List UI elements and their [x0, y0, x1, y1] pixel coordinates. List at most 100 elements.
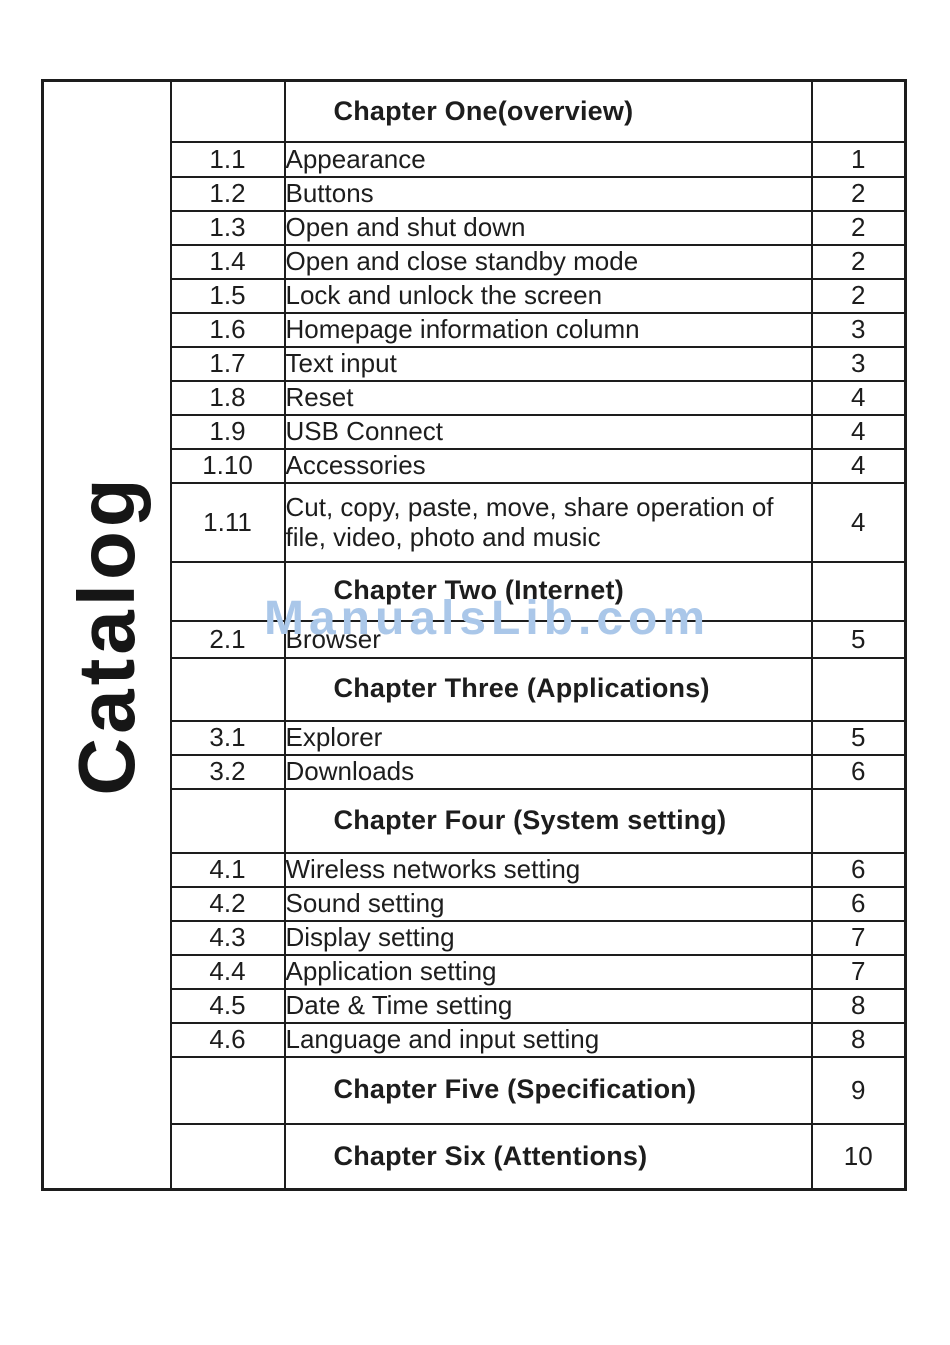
title-cell: Application setting	[283, 953, 813, 990]
title-cell: Buttons	[283, 175, 813, 212]
title-cell: USB Connect	[283, 413, 813, 450]
page-number-cell: 9	[810, 1055, 907, 1125]
title-cell: Explorer	[283, 719, 813, 756]
catalog-sidebar-cell: Catalog	[41, 79, 172, 1191]
title-cell: Date & Time setting	[283, 987, 813, 1024]
page-number-cell: 1	[810, 140, 907, 178]
page-number-cell: 7	[810, 919, 907, 956]
page-number-cell: 4	[810, 447, 907, 484]
chapter-title-cell: Chapter Two (Internet)	[283, 560, 813, 622]
page-number-cell: 4	[810, 379, 907, 416]
section-number-cell: 3.1	[169, 719, 286, 756]
toc-row: 1.7 Text input 3	[43, 345, 907, 382]
section-number-cell: 1.9	[169, 413, 286, 450]
section-number-cell	[169, 1122, 286, 1191]
toc-row: 2.1 Browser 5	[43, 619, 907, 659]
chapter-title-cell: Chapter Four (System setting)	[283, 787, 813, 854]
toc-row: 1.10 Accessories 4	[43, 447, 907, 484]
title-cell: Browser	[283, 619, 813, 659]
toc-row: 1.4 Open and close standby mode 2	[43, 243, 907, 280]
chapter-title-cell: Chapter Three (Applications)	[283, 656, 813, 722]
section-number-cell: 1.10	[169, 447, 286, 484]
page-number-cell: 6	[810, 851, 907, 888]
page-number-cell: 10	[810, 1122, 907, 1191]
toc-row: 1.2 Buttons 2	[43, 175, 907, 212]
toc-row: 4.4 Application setting 7	[43, 953, 907, 990]
title-cell: Downloads	[283, 753, 813, 790]
toc-row: 4.6 Language and input setting 8	[43, 1021, 907, 1058]
section-number-cell: 1.5	[169, 277, 286, 314]
title-cell: Appearance	[283, 140, 813, 178]
toc-chapter-row-four: Chapter Four (System setting)	[43, 787, 907, 854]
title-cell: Language and input setting	[283, 1021, 813, 1058]
section-number-cell: 1.11	[169, 481, 286, 563]
section-number-cell: 4.6	[169, 1021, 286, 1058]
page-number-cell	[810, 787, 907, 854]
toc-row: 3.1 Explorer 5	[43, 719, 907, 756]
title-cell: Wireless networks setting	[283, 851, 813, 888]
section-number-cell: 4.5	[169, 987, 286, 1024]
toc-chapter-row-three: Chapter Three (Applications)	[43, 656, 907, 722]
page-number-cell: 3	[810, 311, 907, 348]
page-number-cell: 2	[810, 243, 907, 280]
chapter-title-cell: Chapter One(overview)	[283, 79, 813, 143]
title-cell: Reset	[283, 379, 813, 416]
toc-row: 4.1 Wireless networks setting 6	[43, 851, 907, 888]
title-cell: Cut, copy, paste, move, share operation …	[283, 481, 813, 563]
title-cell: Homepage information column	[283, 311, 813, 348]
section-number-cell: 4.4	[169, 953, 286, 990]
section-number-cell: 2.1	[169, 619, 286, 659]
catalog-page: Catalog Chapter One(overview) 1.1 Appear…	[41, 79, 907, 1191]
section-number-cell: 1.7	[169, 345, 286, 382]
section-number-cell: 3.2	[169, 753, 286, 790]
title-cell: Display setting	[283, 919, 813, 956]
toc-row: 1.9 USB Connect 4	[43, 413, 907, 450]
title-cell: Text input	[283, 345, 813, 382]
title-cell: Accessories	[283, 447, 813, 484]
title-cell: Open and shut down	[283, 209, 813, 246]
toc-chapter-row-five: Chapter Five (Specification) 9	[43, 1055, 907, 1125]
page-number-cell: 2	[810, 175, 907, 212]
page-number-cell: 3	[810, 345, 907, 382]
toc-row: 1.8 Reset 4	[43, 379, 907, 416]
title-cell: Sound setting	[283, 885, 813, 922]
page-number-cell: 7	[810, 953, 907, 990]
toc-table: Catalog Chapter One(overview) 1.1 Appear…	[41, 79, 907, 1191]
toc-chapter-row-six: Chapter Six (Attentions) 10	[43, 1122, 907, 1191]
page-number-cell	[810, 656, 907, 722]
section-number-cell: 1.4	[169, 243, 286, 280]
page-number-cell: 4	[810, 481, 907, 563]
toc-row: 1.6 Homepage information column 3	[43, 311, 907, 348]
section-number-cell	[169, 79, 286, 143]
page-number-cell: 6	[810, 753, 907, 790]
page-number-cell: 2	[810, 277, 907, 314]
section-number-cell: 4.3	[169, 919, 286, 956]
section-number-cell	[169, 787, 286, 854]
page-number-cell: 5	[810, 619, 907, 659]
catalog-label: Catalog	[61, 474, 151, 796]
title-cell: Open and close standby mode	[283, 243, 813, 280]
toc-row: 1.1 Appearance 1	[43, 140, 907, 178]
page-number-cell	[810, 560, 907, 622]
section-number-cell: 1.2	[169, 175, 286, 212]
page-number-cell: 6	[810, 885, 907, 922]
section-number-cell: 4.1	[169, 851, 286, 888]
page-number-cell: 5	[810, 719, 907, 756]
page-number-cell: 8	[810, 1021, 907, 1058]
section-number-cell	[169, 1055, 286, 1125]
section-number-cell	[169, 560, 286, 622]
section-number-cell: 4.2	[169, 885, 286, 922]
page-number-cell	[810, 79, 907, 143]
section-number-cell: 1.1	[169, 140, 286, 178]
toc-row: 4.3 Display setting 7	[43, 919, 907, 956]
chapter-title-cell: Chapter Six (Attentions)	[283, 1122, 813, 1191]
chapter-title-cell: Chapter Five (Specification)	[283, 1055, 813, 1125]
toc-row: 4.5 Date & Time setting 8	[43, 987, 907, 1024]
section-number-cell	[169, 656, 286, 722]
toc-row: 1.11 Cut, copy, paste, move, share opera…	[43, 481, 907, 563]
toc-row: 3.2 Downloads 6	[43, 753, 907, 790]
toc-chapter-row-two: Chapter Two (Internet)	[43, 560, 907, 622]
page-number-cell: 8	[810, 987, 907, 1024]
toc-row: 1.5 Lock and unlock the screen 2	[43, 277, 907, 314]
page-number-cell: 4	[810, 413, 907, 450]
